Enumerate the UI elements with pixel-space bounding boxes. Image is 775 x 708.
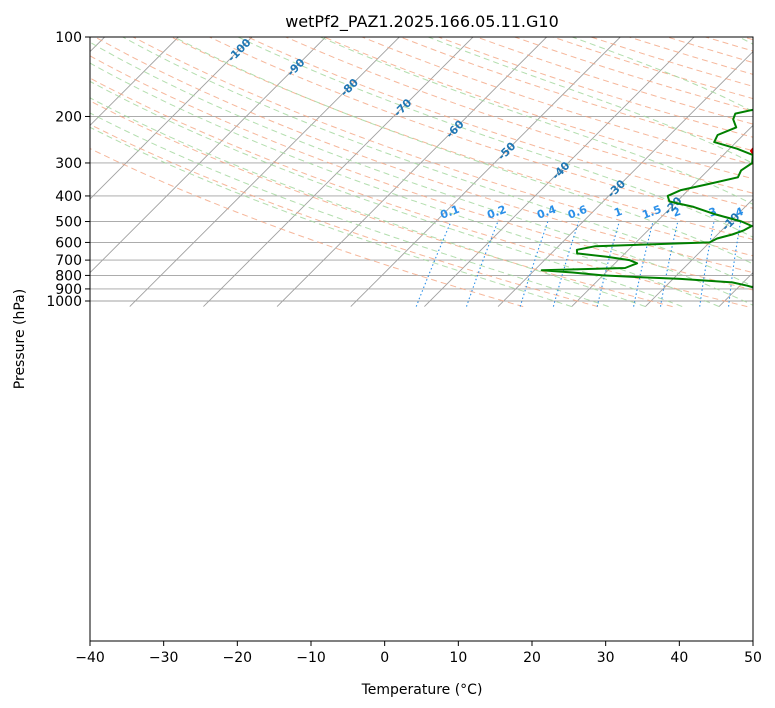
y-tick-label: 200 [55,109,82,125]
mixing-ratio-line [771,222,775,307]
y-tick-label: 1000 [46,294,82,310]
sounding-series [540,108,753,289]
dry-adiabats [90,37,753,308]
isotherm-label: -30 [605,177,628,200]
x-tick-label: −40 [75,650,105,666]
moist-adiabat [320,37,753,205]
dry-adiabat [476,37,753,125]
dewpoint-profile [540,108,753,289]
x-axis-label: Temperature (°C) [361,682,483,698]
y-axis-label: Pressure (hPa) [12,289,28,389]
mixing-ratio-line [465,221,499,307]
mixing-ratio-label: 1 [612,205,624,220]
chart-title: wetPf2_PAZ1.2025.166.05.11.G10 [285,12,559,32]
isotherm-line [129,37,400,307]
mixing-ratio-label: 0.2 [485,203,508,222]
mixing-ratio-lines [415,221,775,307]
isotherm-line [497,51,753,307]
isotherm-label: -20 [661,194,684,217]
y-tick-label: 100 [55,30,82,46]
x-tick-label: 40 [670,650,688,666]
isotherm-line [571,124,753,307]
mixing-ratio-label: 0.1 [438,203,461,222]
mixing-ratio-line [415,221,452,307]
x-tick-label: −20 [223,650,253,666]
isotherm-line [203,37,474,307]
moist-adiabat [90,41,753,306]
mixing-ratio-label: 0.6 [566,203,589,222]
isotherm-line [90,37,105,53]
isotherm-line [90,37,179,126]
isotherm-label: -50 [495,139,518,162]
isotherm-label: -80 [338,76,361,99]
dry-adiabat [285,37,753,194]
dry-adiabat [94,37,753,274]
moist-adiabat [738,37,753,45]
isotherm-line [90,37,253,200]
moist-adiabats [90,37,753,308]
mixing-ratio-label: 0.4 [535,203,558,222]
mixing-ratio-line [596,221,620,307]
moist-adiabat [90,62,720,308]
x-tick-label: 50 [744,650,762,666]
dry-adiabat [90,55,753,291]
mixing-ratio-line [519,221,549,307]
isotherm-label: -60 [443,117,466,140]
mixing-ratio-label: 1.5 [640,203,663,222]
isotherm-line [0,37,31,307]
moist-adiabat [122,37,753,287]
isotherm-line [90,37,326,274]
x-tick-label: −10 [296,650,326,666]
chart-labels: 0.10.20.40.611.52346810131620253036-100-… [225,36,746,234]
isotherm-grid [0,37,753,307]
dry-adiabat [171,37,753,240]
dry-adiabat [247,37,753,209]
x-tick-label: 30 [597,650,615,666]
y-tick-label: 600 [55,235,82,251]
y-tick-label: 500 [55,215,82,231]
y-tick-label: 900 [55,282,82,298]
moist-adiabat [90,97,646,308]
dry-adiabat [743,37,753,41]
dry-adiabat [438,37,753,138]
x-tick-label: 20 [523,650,541,666]
isotherm-label: -40 [549,159,572,182]
x-tick-label: −30 [149,650,179,666]
mixing-ratio-label: 3 [707,205,719,220]
mixing-ratio-label: 4 [734,205,746,220]
x-tick-label: 0 [380,650,389,666]
y-tick-label: 400 [55,189,82,205]
dry-adiabat [361,37,753,166]
dry-adiabat [90,100,673,308]
mixing-ratio-line [699,221,715,307]
moist-adiabat [428,37,753,165]
moist-adiabat [90,126,572,308]
pressure-gridlines [90,37,753,302]
plot-frame [89,36,754,642]
y-tick-label: 300 [55,156,82,172]
dry-adiabat [552,37,753,100]
isotherm-line [424,37,695,307]
isotherm-label: -100 [225,36,254,65]
x-axis: −40 −30 −20 −10 0 10 20 30 40 50 [75,641,762,666]
y-tick-label: 800 [55,268,82,284]
isotherm-label: -90 [284,56,307,79]
dry-adiabat [90,77,748,308]
isotherm-line [276,37,547,307]
x-tick-label: 10 [449,650,467,666]
moist-adiabat [90,80,683,308]
y-tick-label: 700 [55,253,82,269]
isotherm-label: -70 [391,96,414,119]
dry-adiabat [90,123,599,308]
moist-adiabat [90,112,609,308]
dry-adiabat [400,37,753,152]
temperature-profile [750,146,753,156]
isotherm-line [645,198,753,307]
mixing-ratio-label: 2 [671,205,683,220]
isotherm-line [350,37,621,307]
moist-adiabat [173,37,753,265]
